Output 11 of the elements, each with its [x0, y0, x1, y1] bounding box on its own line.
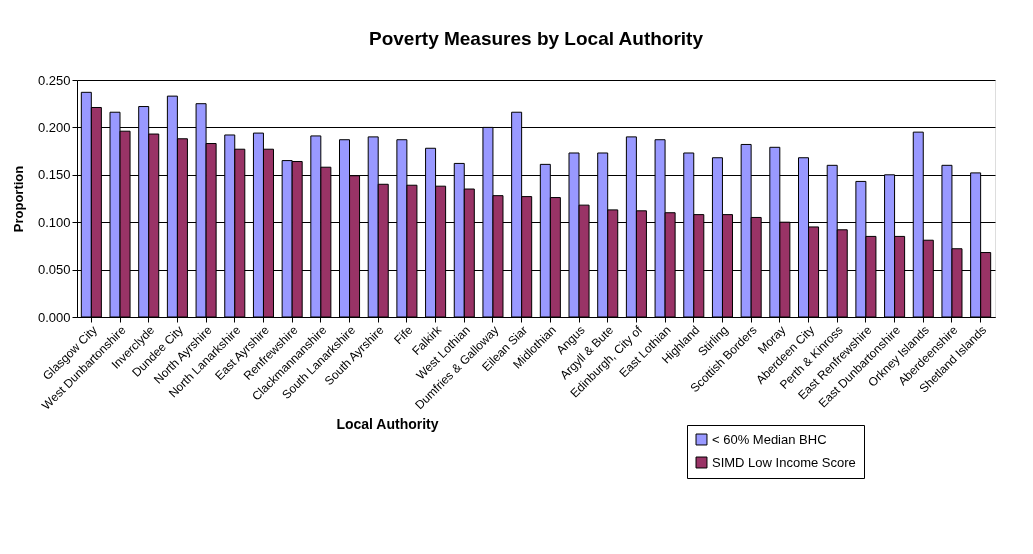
- y-tick-label: 0.250: [37, 72, 71, 88]
- y-axis-title: Proportion: [10, 165, 26, 233]
- y-tick-label: 0.100: [37, 214, 71, 230]
- legend-label: < 60% Median BHC: [712, 431, 827, 447]
- x-axis-title: Local Authority: [336, 415, 439, 432]
- y-tick-label: 0.050: [37, 262, 71, 278]
- y-tick-label: 0.200: [37, 119, 71, 135]
- chart-title: Poverty Measures by Local Authority: [368, 28, 704, 49]
- y-tick-label: 0.000: [37, 309, 71, 325]
- y-tick-label: 0.150: [37, 167, 71, 183]
- legend-label: SIMD Low Income Score: [712, 454, 856, 470]
